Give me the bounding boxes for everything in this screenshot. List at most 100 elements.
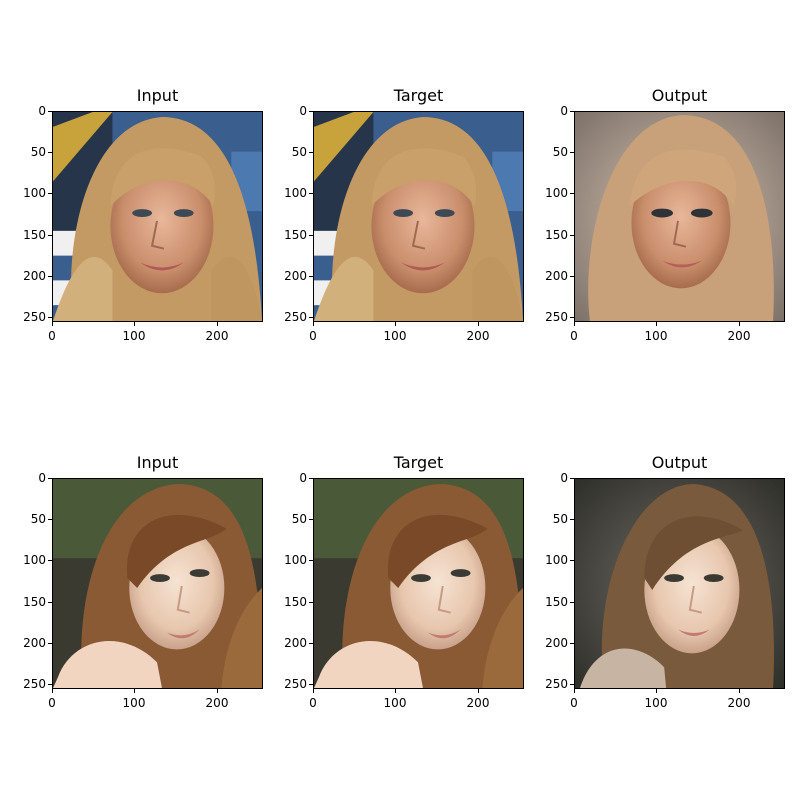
x-tick [574,689,575,693]
y-tick [48,643,52,644]
x-tick-label: 200 [466,329,490,343]
y-tick-label: 0 [560,104,568,118]
x-tick-label: 100 [122,329,146,343]
y-tick [570,602,574,603]
x-tick-label: 0 [309,696,317,710]
y-tick-label: 50 [30,145,46,159]
y-tick-label: 0 [38,471,46,485]
y-tick [309,276,313,277]
y-tick-label: 50 [552,145,568,159]
y-tick-label: 100 [23,186,46,200]
x-tick [478,322,479,326]
y-tick [309,478,313,479]
y-tick-label: 0 [560,471,568,485]
x-tick [656,322,657,326]
y-tick-label: 0 [299,471,307,485]
x-tick-label: 200 [727,696,751,710]
y-tick [309,684,313,685]
y-tick-label: 150 [284,228,307,242]
image-panel: Input 0 50 100 150 200 250 0 100 200 [23,86,263,343]
y-tick [48,602,52,603]
y-tick-label: 150 [545,228,568,242]
y-tick [48,235,52,236]
y-tick [48,111,52,112]
x-tick-label: 200 [205,329,229,343]
image-panel: Target 0 50 100 150 200 250 0 100 200 [284,453,524,710]
y-tick-label: 200 [545,269,568,283]
x-tick [313,689,314,693]
y-tick [309,193,313,194]
image-panel: Target 0 50 100 150 200 250 0 100 200 [284,86,524,343]
x-tick [134,322,135,326]
y-tick-label: 50 [291,512,307,526]
y-tick [309,235,313,236]
y-tick [570,684,574,685]
y-tick [570,478,574,479]
y-tick [570,152,574,153]
x-tick [134,689,135,693]
y-tick-label: 250 [284,677,307,691]
x-tick [739,689,740,693]
x-tick [478,689,479,693]
x-tick-label: 200 [466,696,490,710]
panel-title: Input [136,86,179,105]
y-tick-label: 150 [284,595,307,609]
x-tick-label: 0 [48,329,56,343]
x-tick-label: 100 [644,696,668,710]
y-tick [309,317,313,318]
image-frame [313,478,524,689]
image-frame [574,111,785,322]
panel-title: Target [393,86,444,105]
x-tick [52,322,53,326]
x-tick-label: 200 [205,696,229,710]
y-tick [48,193,52,194]
y-tick-label: 100 [23,553,46,567]
x-tick [217,322,218,326]
y-tick-label: 250 [23,677,46,691]
y-tick [570,235,574,236]
y-tick-label: 200 [284,636,307,650]
x-tick [656,689,657,693]
y-tick [48,560,52,561]
y-tick [48,152,52,153]
panel-title: Output [651,453,708,472]
portrait-image [314,479,523,688]
portrait-image [575,479,784,688]
y-tick-label: 50 [291,145,307,159]
y-tick-label: 0 [299,104,307,118]
y-tick-label: 150 [23,595,46,609]
x-tick [52,689,53,693]
x-tick [395,689,396,693]
y-tick [48,276,52,277]
x-tick [313,322,314,326]
x-tick-label: 200 [727,329,751,343]
x-tick [217,689,218,693]
y-tick-label: 50 [30,512,46,526]
y-tick [48,519,52,520]
x-tick [395,322,396,326]
y-tick [570,519,574,520]
x-tick-label: 0 [570,329,578,343]
image-frame [313,111,524,322]
panel-title: Input [136,453,179,472]
x-tick-label: 100 [383,329,407,343]
y-tick-label: 100 [545,553,568,567]
image-panel: Output 0 50 100 150 200 250 0 100 200 [545,453,785,710]
x-tick-label: 100 [383,696,407,710]
y-tick-label: 100 [284,186,307,200]
y-tick [570,111,574,112]
y-tick-label: 150 [545,595,568,609]
portrait-image [575,112,784,321]
y-tick-label: 200 [23,269,46,283]
portrait-image [314,112,523,321]
panel-title: Output [651,86,708,105]
x-tick-label: 0 [48,696,56,710]
y-tick-label: 200 [284,269,307,283]
y-tick-label: 250 [545,677,568,691]
y-tick [48,317,52,318]
image-frame [52,111,263,322]
x-tick-label: 0 [570,696,578,710]
x-tick [739,322,740,326]
portrait-image [53,479,262,688]
y-tick-label: 250 [545,310,568,324]
